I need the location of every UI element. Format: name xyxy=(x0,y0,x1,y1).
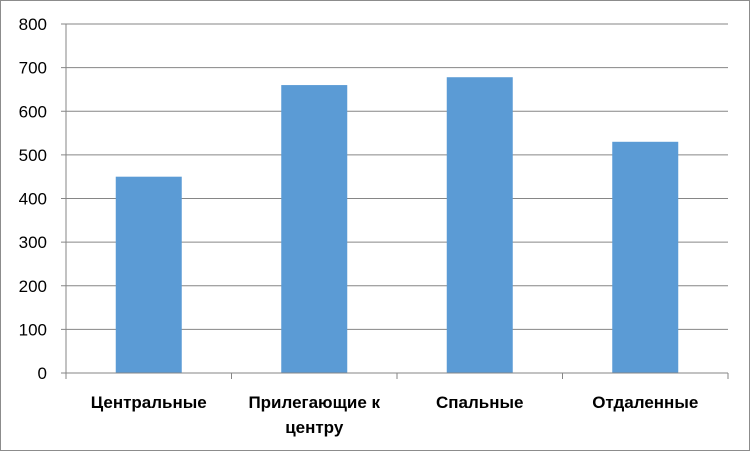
bar xyxy=(446,77,513,373)
axes xyxy=(61,23,729,379)
y-tick-label: 0 xyxy=(38,364,47,383)
y-tick-label: 100 xyxy=(19,320,47,339)
bar xyxy=(612,141,679,373)
y-tick-label: 500 xyxy=(19,146,47,165)
y-tick-label: 300 xyxy=(19,233,47,252)
x-category-label: Спальные xyxy=(436,393,524,412)
x-category-label: Прилегающие к xyxy=(248,393,380,412)
y-tick-label: 600 xyxy=(19,102,47,121)
y-tick-label: 400 xyxy=(19,190,47,209)
x-category-label: центру xyxy=(285,418,344,437)
y-tick-label: 700 xyxy=(19,59,47,78)
bar xyxy=(281,85,348,373)
bars xyxy=(115,77,679,373)
y-tick-label: 200 xyxy=(19,277,47,296)
y-tick-labels: 0 100 200 300 400 500 600 700 800 xyxy=(19,15,47,383)
x-category-label: Центральные xyxy=(91,393,207,412)
bar xyxy=(115,176,182,373)
x-category-labels: Центральные Прилегающие к центру Спальные От… xyxy=(91,393,699,437)
x-category-label: Отдаленные xyxy=(592,393,698,412)
y-tick-label: 800 xyxy=(19,15,47,34)
